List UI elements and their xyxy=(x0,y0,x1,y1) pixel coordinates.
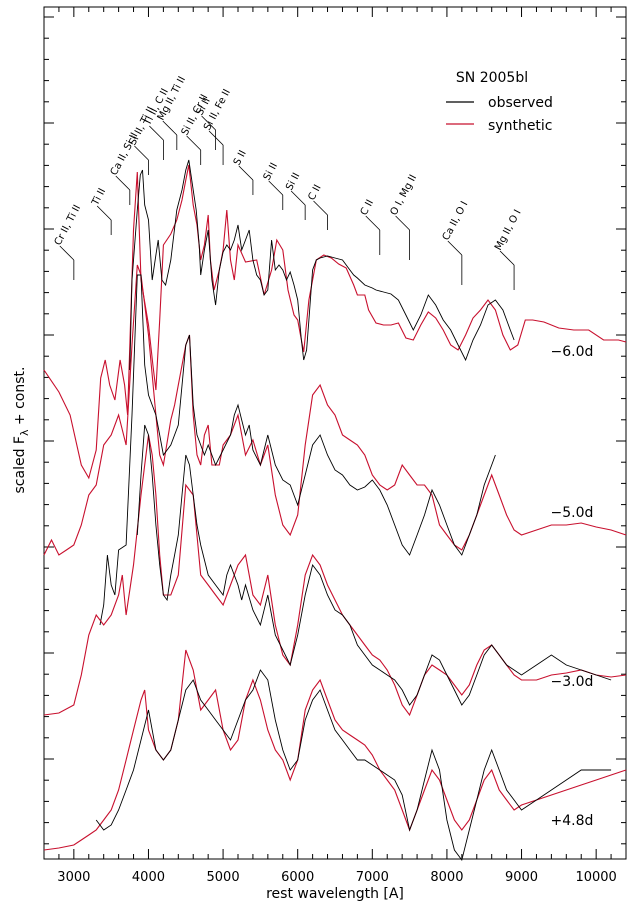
line-id-label: C II xyxy=(359,198,376,217)
x-tick-label: 5000 xyxy=(207,870,240,885)
y-axis-label-main: scaled F xyxy=(12,436,28,493)
observed-spectrum-line xyxy=(129,159,515,371)
y-axis-label-sub: λ xyxy=(18,429,31,436)
line-id-leader xyxy=(499,250,515,266)
series-group xyxy=(43,159,627,862)
legend-observed-label: observed xyxy=(488,95,553,111)
observed-spectrum-line xyxy=(136,424,612,706)
x-tick-label: 3000 xyxy=(57,870,90,885)
line-id-leader xyxy=(186,135,201,151)
line-id-label: Si II xyxy=(284,171,302,192)
y-axis xyxy=(44,16,626,845)
chart-title: SN 2005bl xyxy=(456,70,528,86)
synthetic-spectrum-line xyxy=(43,164,627,480)
epoch-label: −6.0d xyxy=(551,344,594,360)
epoch-labels: −6.0d −5.0d −3.0d +4.8d xyxy=(551,344,594,829)
y-axis-label-rest: + const. xyxy=(12,367,28,430)
line-id-leader xyxy=(149,125,164,141)
line-id-leader xyxy=(313,200,328,216)
plot-frame xyxy=(43,6,627,860)
line-id-label: Ca II, O I xyxy=(441,200,471,243)
line-id-label: Ti II xyxy=(90,187,108,209)
line-id-leader xyxy=(162,120,178,136)
line-id-leader xyxy=(365,215,381,231)
y-axis-label: scaled Fλ + const. xyxy=(12,367,31,494)
x-tick-label: 7000 xyxy=(356,870,389,885)
line-id-label: Si II xyxy=(262,161,280,182)
x-tick-label: 9000 xyxy=(505,870,538,885)
x-tick-label: 8000 xyxy=(430,870,463,885)
epoch-label: −3.0d xyxy=(551,674,594,690)
epoch-label: +4.8d xyxy=(551,813,594,829)
line-id-label: Mg II, O I xyxy=(493,208,524,252)
line-id-label: O I, Mg II xyxy=(389,173,420,217)
line-id-label: C II xyxy=(306,183,323,202)
line-id-leader xyxy=(208,130,224,146)
line-id-leader xyxy=(290,190,306,206)
observed-spectrum-line xyxy=(99,274,496,626)
x-tick-label: 10000 xyxy=(575,870,616,885)
line-id-leader xyxy=(447,240,463,256)
line-id-label: Cr II, Ti II xyxy=(53,203,83,247)
x-axis: 3000 4000 5000 6000 7000 8000 9000 10000 xyxy=(43,7,627,885)
line-id-leader xyxy=(201,115,216,131)
observed-spectrum-line xyxy=(95,669,612,862)
synthetic-spectrum-line xyxy=(43,434,627,717)
x-axis-label: rest wavelength [A] xyxy=(266,886,404,902)
legend: observed synthetic xyxy=(446,95,553,134)
line-id-leader xyxy=(268,180,284,196)
line-id-leader xyxy=(238,165,254,181)
line-id-leader xyxy=(395,215,410,231)
synthetic-spectrum-line xyxy=(43,649,627,851)
legend-synthetic-label: synthetic xyxy=(488,118,553,134)
line-id-label: S II xyxy=(232,149,249,168)
line-id-leader xyxy=(115,175,131,191)
x-tick-label: 6000 xyxy=(281,870,314,885)
x-tick-label: 4000 xyxy=(132,870,165,885)
line-id-leader xyxy=(96,205,112,221)
epoch-label: −5.0d xyxy=(551,505,594,521)
line-id-leader xyxy=(59,245,75,261)
line-id-leader xyxy=(134,145,149,161)
